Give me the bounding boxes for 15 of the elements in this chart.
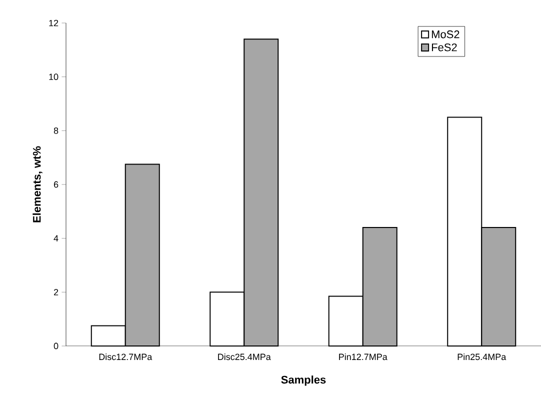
x-axis-title: Samples (281, 376, 326, 386)
y-tick-label: 6 (54, 181, 58, 188)
y-tick-label: 2 (54, 289, 58, 296)
y-tick-label: 10 (49, 74, 58, 80)
x-tick-label: Pin25.4MPa (458, 353, 506, 360)
x-tick-label: Disc12.7MPa (99, 353, 152, 360)
y-tick-label: 12 (49, 20, 58, 26)
y-tick-label: 8 (54, 127, 58, 134)
legend-label: MoS2 (432, 30, 460, 38)
x-tick-label: Pin12.7MPa (339, 353, 388, 360)
y-axis-title: Elements, wt% (32, 146, 42, 222)
x-tick-label: Disc25.4MPa (218, 353, 271, 360)
y-tick-label: 0 (54, 342, 58, 350)
y-tick-label: 4 (54, 235, 58, 242)
legend-label: FeS2 (432, 43, 457, 52)
